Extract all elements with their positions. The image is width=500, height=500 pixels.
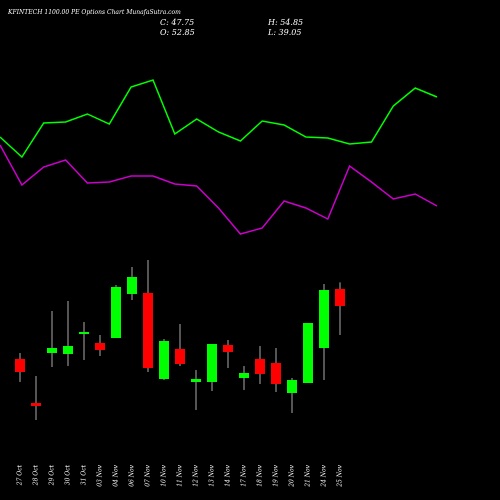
x-tick-label: 28 Oct (33, 464, 40, 486)
x-tick-label: 31 Oct (81, 464, 88, 485)
candle-body (47, 348, 57, 353)
x-tick-label: 12 Nov (193, 464, 200, 486)
x-tick-label: 13 Nov (209, 464, 216, 486)
x-tick-label: 04 Nov (113, 464, 120, 486)
x-tick-label: 19 Nov (273, 464, 280, 486)
x-tick-label: 21 Nov (305, 464, 312, 487)
candle-body (287, 380, 297, 393)
candle-body (63, 346, 73, 354)
candle-body (191, 379, 201, 382)
x-tick-label: 24 Nov (321, 464, 328, 487)
candle-body (303, 323, 313, 383)
candle-body (319, 290, 329, 348)
candle-body (111, 287, 121, 338)
close-label: C: 47.75 (160, 18, 194, 27)
candle-body (271, 363, 281, 384)
candle-body (335, 289, 345, 306)
x-tick-label: 30 Oct (65, 464, 72, 485)
x-tick-label: 06 Nov (129, 464, 136, 486)
x-tick-label: 25 Nov (337, 464, 344, 487)
x-tick-label: 07 Nov (145, 464, 152, 486)
chart-title: KFINTECH 1100.00 PE Options Chart Munafa… (7, 9, 181, 16)
candle-body (31, 403, 41, 406)
candle-body (79, 332, 89, 334)
candle-body (127, 277, 137, 294)
x-tick-label: 14 Nov (225, 464, 232, 486)
open-label: O: 52.85 (160, 28, 195, 37)
x-tick-label: 29 Oct (49, 464, 56, 486)
candle-body (223, 345, 233, 352)
x-tick-label: 20 Nov (289, 464, 296, 487)
x-tick-label: 17 Nov (241, 464, 248, 486)
x-tick-label: 11 Nov (177, 464, 184, 486)
candle-body (175, 349, 185, 364)
x-tick-label: 27 Oct (17, 464, 24, 486)
x-tick-label: 10 Nov (161, 464, 168, 486)
low-label: L: 39.05 (267, 28, 301, 37)
candle-body (15, 359, 25, 372)
candle-body (95, 343, 105, 350)
candle-body (143, 293, 153, 368)
line-series (0, 79, 438, 159)
line-series (0, 144, 438, 235)
candle-body (159, 341, 169, 379)
candle-body (255, 359, 265, 374)
candle-body (207, 344, 217, 382)
candle-body (239, 373, 249, 378)
x-tick-label: 18 Nov (257, 464, 264, 486)
high-label: H: 54.85 (267, 18, 303, 27)
x-tick-label: 03 Nov (97, 464, 104, 486)
